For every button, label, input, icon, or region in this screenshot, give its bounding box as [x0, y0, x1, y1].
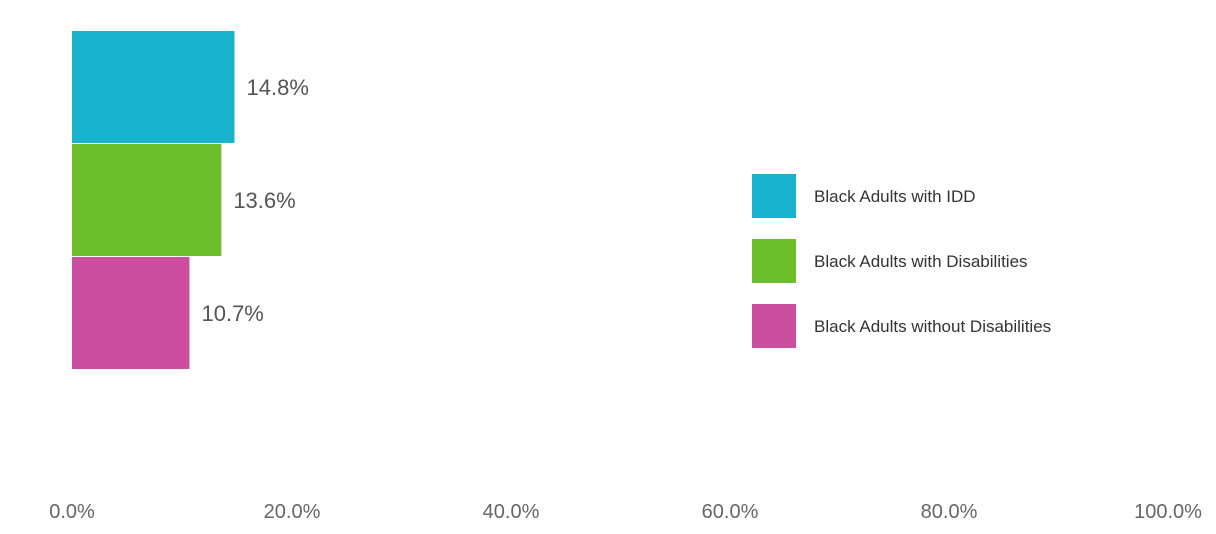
x-tick-label-2: 20.0% [264, 501, 321, 523]
legend-swatch-1 [752, 174, 796, 218]
bar-value-label-3: 10.7% [201, 301, 263, 326]
value-labels-group: 14.8% 13.6% 10.7% [201, 75, 308, 326]
bar-value-label-2: 13.6% [233, 188, 295, 213]
legend-swatch-3 [752, 304, 796, 348]
legend-label-3: Black Adults without Disabilities [814, 317, 1051, 336]
x-axis-ticks: 0.0% 20.0% 40.0% 60.0% 80.0% 100.0% [49, 501, 1202, 523]
x-tick-label-6: 100.0% [1134, 501, 1202, 523]
legend: Black Adults with IDD Black Adults with D… [752, 174, 1051, 348]
legend-label-2: Black Adults with Disabilities [814, 252, 1028, 271]
legend-label-1: Black Adults with IDD [814, 187, 976, 206]
bar-value-label-1: 14.8% [247, 75, 309, 100]
bar-1 [72, 31, 235, 143]
x-tick-label-3: 40.0% [483, 501, 540, 523]
x-tick-label-5: 80.0% [921, 501, 978, 523]
x-tick-label-1: 0.0% [49, 501, 95, 523]
x-tick-label-4: 60.0% [702, 501, 759, 523]
legend-swatch-2 [752, 239, 796, 283]
bars-group [72, 31, 235, 369]
bar-2 [72, 144, 222, 256]
bar-3 [72, 257, 190, 369]
